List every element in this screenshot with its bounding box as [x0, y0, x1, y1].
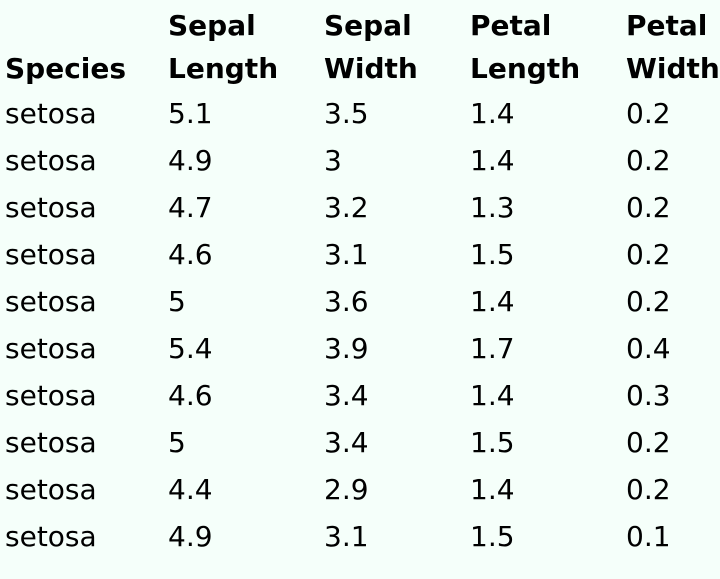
cell-petal-length: 1.5: [470, 238, 515, 271]
cell-petal-length: 1.4: [470, 379, 515, 412]
cell-sepal-width: 3.1: [324, 520, 369, 553]
column-header-petal-length: Petal Length: [470, 9, 581, 85]
table-row: setosa 4.4 2.9 1.4 0.2: [0, 466, 720, 513]
cell-sepal-length: 5: [168, 426, 186, 459]
cell-sepal-length: 4.9: [168, 144, 213, 177]
cell-petal-width: 0.3: [626, 379, 671, 412]
cell-sepal-width: 3.6: [324, 285, 369, 318]
cell-species: setosa: [5, 379, 97, 412]
cell-sepal-length: 5.1: [168, 97, 213, 130]
table-row: setosa 5 3.6 1.4 0.2: [0, 278, 720, 325]
cell-species: setosa: [5, 238, 97, 271]
column-header-species: Species: [5, 52, 127, 85]
cell-sepal-width: 3.5: [324, 97, 369, 130]
cell-sepal-length: 4.6: [168, 238, 213, 271]
cell-sepal-length: 5.4: [168, 332, 213, 365]
iris-data-table: Species Sepal Length Sepal Width Petal L…: [0, 0, 720, 560]
cell-sepal-width: 3.2: [324, 191, 369, 224]
table-row: setosa 4.9 3.1 1.5 0.1: [0, 513, 720, 560]
cell-species: setosa: [5, 285, 97, 318]
column-header-petal-width: Petal Width: [626, 9, 720, 85]
cell-petal-width: 0.2: [626, 426, 671, 459]
cell-petal-width: 0.1: [626, 520, 671, 553]
cell-petal-length: 1.5: [470, 426, 515, 459]
column-header-sepal-length: Sepal Length: [168, 9, 279, 85]
table-header: Species Sepal Length Sepal Width Petal L…: [0, 0, 720, 90]
cell-species: setosa: [5, 473, 97, 506]
cell-sepal-width: 3.1: [324, 238, 369, 271]
cell-sepal-width: 2.9: [324, 473, 369, 506]
cell-sepal-width: 3.4: [324, 379, 369, 412]
cell-petal-length: 1.7: [470, 332, 515, 365]
cell-sepal-length: 5: [168, 285, 186, 318]
column-header-sepal-width: Sepal Width: [324, 9, 418, 85]
cell-species: setosa: [5, 520, 97, 553]
cell-sepal-width: 3: [324, 144, 342, 177]
cell-petal-width: 0.2: [626, 473, 671, 506]
cell-sepal-length: 4.7: [168, 191, 213, 224]
header-row: Species Sepal Length Sepal Width Petal L…: [0, 0, 720, 90]
cell-petal-length: 1.3: [470, 191, 515, 224]
cell-petal-length: 1.4: [470, 97, 515, 130]
cell-species: setosa: [5, 332, 97, 365]
cell-petal-width: 0.2: [626, 144, 671, 177]
cell-petal-width: 0.2: [626, 238, 671, 271]
cell-species: setosa: [5, 426, 97, 459]
table-row: setosa 5.1 3.5 1.4 0.2: [0, 90, 720, 137]
cell-sepal-length: 4.6: [168, 379, 213, 412]
table-row: setosa 4.6 3.1 1.5 0.2: [0, 231, 720, 278]
cell-petal-width: 0.2: [626, 285, 671, 318]
cell-petal-length: 1.4: [470, 144, 515, 177]
cell-sepal-width: 3.4: [324, 426, 369, 459]
table-row: setosa 4.6 3.4 1.4 0.3: [0, 372, 720, 419]
table-body: setosa 5.1 3.5 1.4 0.2 setosa 4.9 3 1.4 …: [0, 90, 720, 560]
table-row: setosa 4.9 3 1.4 0.2: [0, 137, 720, 184]
table-row: setosa 5 3.4 1.5 0.2: [0, 419, 720, 466]
cell-petal-width: 0.2: [626, 191, 671, 224]
cell-petal-width: 0.4: [626, 332, 671, 365]
cell-sepal-length: 4.4: [168, 473, 213, 506]
cell-petal-length: 1.5: [470, 520, 515, 553]
cell-species: setosa: [5, 191, 97, 224]
table-row: setosa 5.4 3.9 1.7 0.4: [0, 325, 720, 372]
cell-petal-width: 0.2: [626, 97, 671, 130]
cell-petal-length: 1.4: [470, 473, 515, 506]
cell-species: setosa: [5, 97, 97, 130]
table-row: setosa 4.7 3.2 1.3 0.2: [0, 184, 720, 231]
cell-species: setosa: [5, 144, 97, 177]
cell-petal-length: 1.4: [470, 285, 515, 318]
cell-sepal-length: 4.9: [168, 520, 213, 553]
cell-sepal-width: 3.9: [324, 332, 369, 365]
